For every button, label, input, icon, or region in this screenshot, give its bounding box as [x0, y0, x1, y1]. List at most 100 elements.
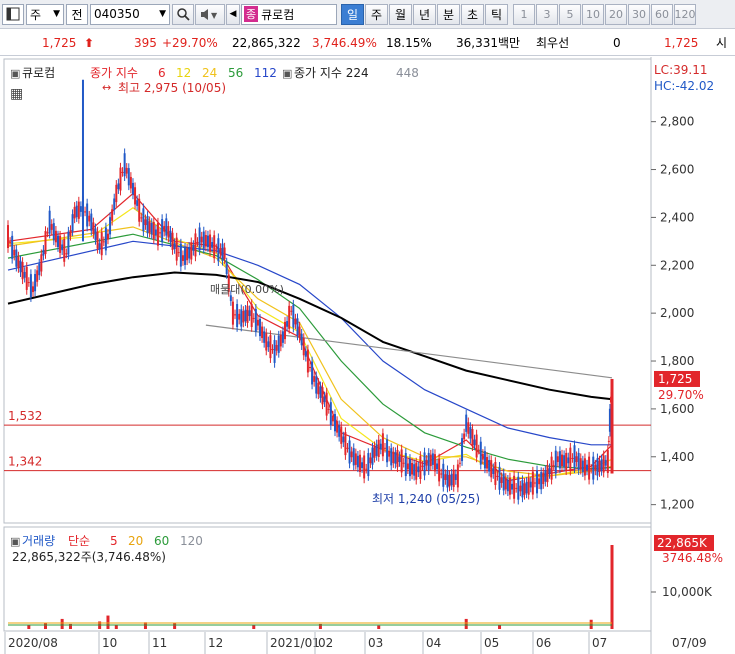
period-tab[interactable]: 월	[389, 3, 412, 25]
candle-body	[325, 392, 328, 416]
legend-ma-period: 56	[228, 66, 243, 80]
candle-body	[179, 243, 182, 267]
candle-body	[192, 245, 195, 251]
candle-body	[198, 227, 201, 251]
legend-ma2-extra: 448	[396, 66, 419, 80]
candle-body	[75, 205, 78, 218]
candle-body	[256, 319, 259, 326]
candle-body	[300, 333, 303, 346]
candle-body	[486, 457, 489, 469]
search-icon[interactable]	[172, 3, 194, 25]
candle-body	[15, 249, 18, 267]
candle-body	[169, 230, 172, 243]
prev-icon[interactable]: ◀	[226, 3, 240, 25]
candle-body	[579, 458, 582, 470]
candle-body	[113, 198, 116, 210]
chevron-down-icon: ▼	[53, 9, 60, 19]
stock-name-field[interactable]: 종 큐로컴	[241, 3, 337, 25]
candle-body	[202, 231, 205, 249]
candle-body	[54, 230, 57, 243]
legend-ma-label: 종가 지수	[90, 66, 138, 80]
candle-body	[331, 415, 334, 422]
code-input[interactable]: 040350 ▼	[90, 3, 170, 25]
current-change-tag: 29.70%	[658, 388, 704, 402]
open-label: 시	[716, 36, 728, 50]
interval-tab[interactable]: 120	[674, 3, 696, 25]
pref-price: 1,725	[664, 35, 699, 50]
period-tab[interactable]: 분	[437, 3, 460, 25]
y-tick-label: 1,800	[660, 354, 694, 368]
candle-body	[371, 447, 374, 465]
candle-body	[563, 455, 566, 467]
ma-line-448	[205, 324, 613, 379]
volume-bar	[377, 625, 381, 629]
volume-legend-name: 거래량	[22, 534, 55, 548]
code-prefix[interactable]: 전	[66, 3, 88, 25]
volume-bar	[143, 622, 147, 629]
candle-body	[558, 451, 561, 469]
interval-tab[interactable]: 1	[513, 3, 535, 25]
interval-tab[interactable]: 3	[536, 3, 558, 25]
candle-body	[167, 226, 170, 238]
candle-body	[515, 487, 518, 489]
candle-body	[38, 263, 41, 276]
interval-tab[interactable]: 10	[582, 3, 604, 25]
interval-tab[interactable]: 20	[605, 3, 627, 25]
candle-body	[423, 452, 426, 476]
speaker-icon[interactable]: ▼	[195, 3, 225, 25]
candle-body	[13, 249, 16, 256]
candle-body	[288, 305, 291, 329]
candle-body	[446, 470, 449, 488]
candle-body	[69, 230, 72, 236]
legend2-toggle-icon: ▣	[282, 67, 292, 80]
candle-body	[498, 466, 501, 490]
candle-body	[84, 211, 87, 213]
candle-body	[150, 223, 153, 235]
period-tab[interactable]: 년	[413, 3, 436, 25]
interval-tab[interactable]: 5	[559, 3, 581, 25]
candle-body	[217, 238, 220, 262]
period-tab[interactable]: 일	[341, 3, 364, 25]
candle-body	[117, 183, 120, 190]
candle-body	[302, 338, 305, 356]
candle-body	[238, 313, 241, 320]
candle-body	[511, 483, 514, 490]
candle-body	[129, 176, 132, 189]
candle-body	[261, 326, 264, 339]
candle-body	[173, 243, 176, 249]
candle-body	[92, 222, 95, 234]
quote-bar: 1,725 ⬆ 395 +29.70% 22,865,322 3,746.49%…	[0, 30, 735, 56]
candle-body	[240, 309, 243, 327]
candle-body	[52, 223, 55, 241]
period-tab[interactable]: 주	[365, 3, 388, 25]
candle-body	[508, 477, 511, 495]
price-chart-svg[interactable]: 2,800 2,600 2,400 2,200 2,000 1,800 1,600 1,400…	[0, 57, 735, 654]
candle-body	[381, 433, 384, 457]
candle-body	[146, 215, 149, 234]
candle-body	[317, 382, 320, 395]
candle-body	[59, 235, 62, 253]
candle-body	[602, 455, 605, 473]
candle-body	[513, 475, 516, 499]
candle-body	[165, 218, 168, 236]
candle-body	[229, 295, 232, 302]
candle-body	[471, 429, 474, 447]
chart-area[interactable]: 2,800 2,600 2,400 2,200 2,000 1,800 1,600 1,400…	[0, 57, 735, 654]
candle-body	[127, 168, 130, 186]
volume-legend-period: 120	[180, 534, 203, 548]
period-tab[interactable]: 틱	[485, 3, 508, 25]
candle-body	[213, 235, 216, 259]
mid-annotation: 매물대(0.00%)	[210, 283, 284, 296]
candle-body	[319, 386, 322, 398]
candle-body	[29, 274, 32, 298]
volume-text: 22,865,322주(3,746.48%)	[12, 550, 166, 564]
market-select[interactable]: 주 ▼	[26, 3, 64, 25]
interval-tab[interactable]: 30	[628, 3, 650, 25]
candle-body	[394, 452, 397, 464]
stock-name: 큐로컴	[261, 7, 295, 22]
interval-tab[interactable]: 60	[651, 3, 673, 25]
layout-icon[interactable]	[2, 3, 24, 25]
period-tab[interactable]: 초	[461, 3, 484, 25]
pref-value: 0	[613, 35, 621, 50]
candle-body	[273, 339, 276, 363]
